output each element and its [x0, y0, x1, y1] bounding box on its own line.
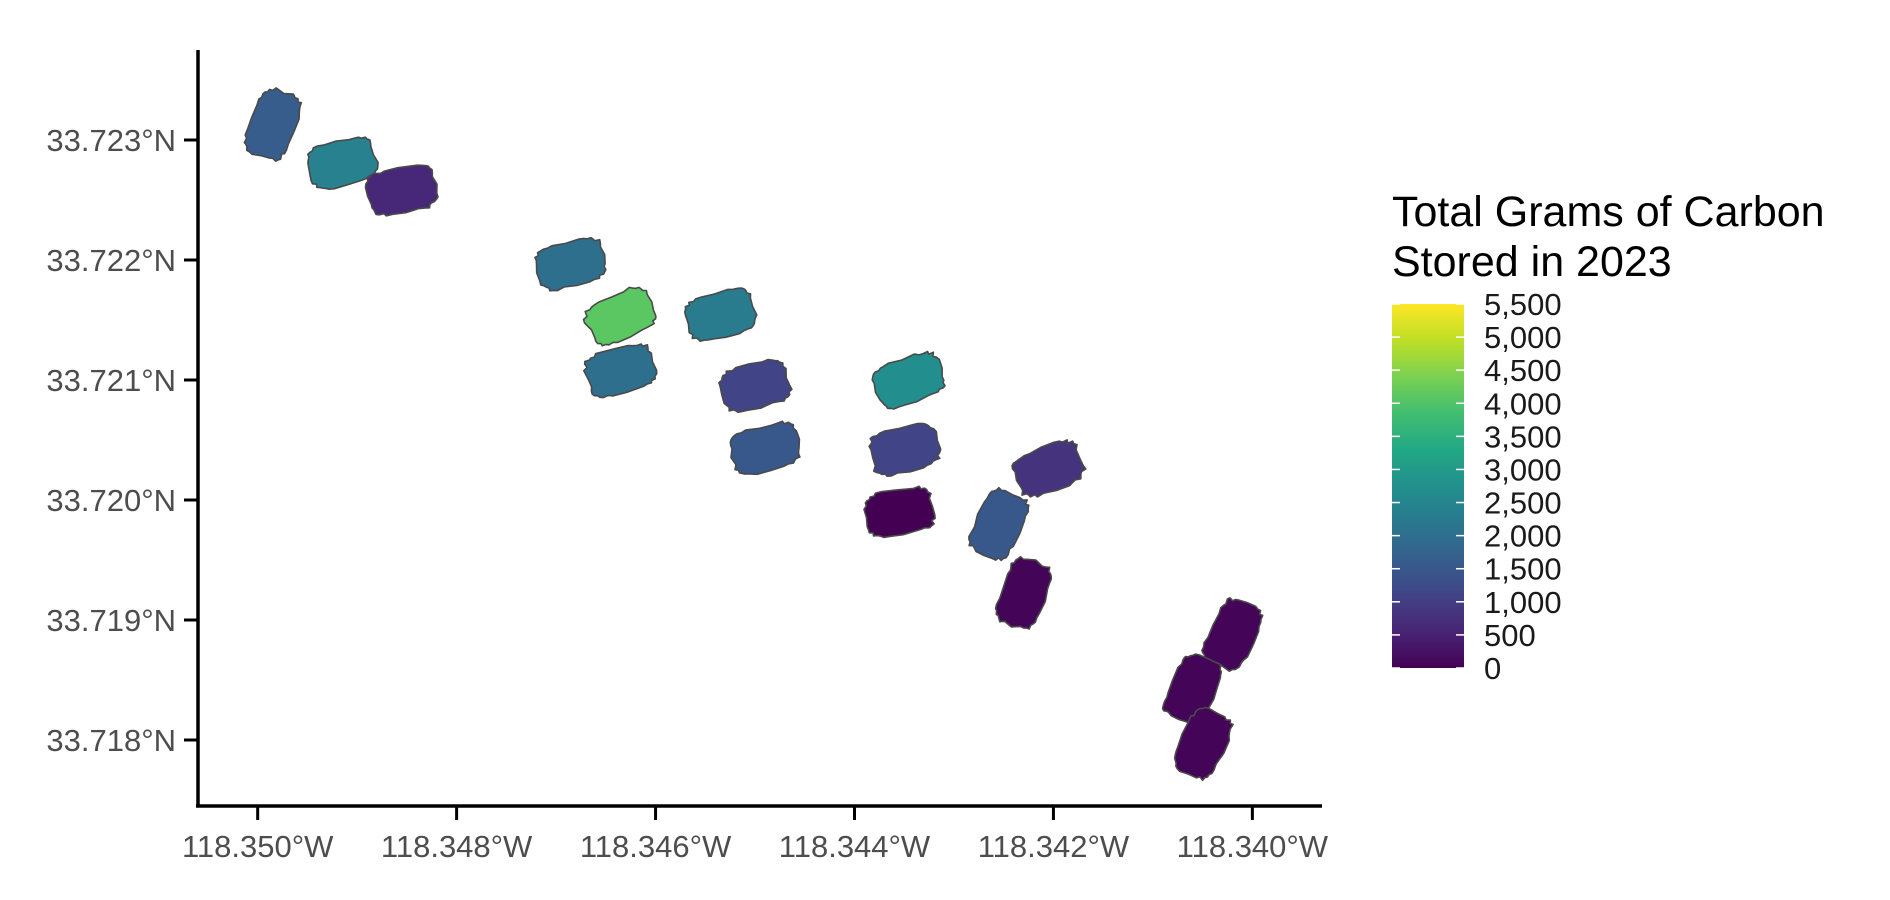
legend-tick-label: 5,500 — [1484, 287, 1562, 322]
x-tick-label: 118.350°W — [182, 829, 334, 864]
plot-polygon — [729, 420, 801, 476]
legend-tick-label: 2,500 — [1484, 486, 1562, 521]
y-tick-label: 33.722°N — [46, 243, 176, 278]
legend-tick-label: 0 — [1484, 651, 1501, 686]
map-axes: 118.350°W 118.348°W 118.346°W 118.344°W 118.… — [46, 50, 1329, 864]
legend-tick-label: 500 — [1484, 618, 1536, 653]
legend-title-line-2: Stored in 2023 — [1392, 238, 1672, 286]
x-tick-label: 118.348°W — [381, 829, 533, 864]
legend-tick-label: 4,000 — [1484, 386, 1562, 421]
legend-tick-label: 1,500 — [1484, 552, 1562, 587]
x-tick-label: 118.342°W — [978, 829, 1130, 864]
y-tick-label: 33.718°N — [46, 723, 176, 758]
plot-polygon — [243, 87, 303, 162]
x-tick-label: 118.346°W — [580, 829, 732, 864]
plot-polygon — [994, 555, 1053, 630]
plot-polygon — [868, 422, 942, 477]
legend-tick-label: 4,500 — [1484, 353, 1562, 388]
plot-polygon — [718, 358, 793, 414]
plot-polygon — [583, 343, 658, 399]
plot-polygon — [863, 485, 936, 539]
plot-polygon — [364, 164, 439, 217]
plot-polygon — [534, 236, 607, 292]
plot-polygon — [582, 286, 657, 347]
y-tick-label: 33.723°N — [46, 123, 176, 158]
plot-polygon — [968, 486, 1030, 562]
y-tick-label: 33.721°N — [46, 363, 176, 398]
legend-tick-label: 1,000 — [1484, 585, 1562, 620]
legend-colorbar — [1392, 304, 1464, 668]
x-tick-label: 118.344°W — [779, 829, 931, 864]
plot-polygon — [684, 287, 758, 342]
x-tick-label: 118.340°W — [1177, 829, 1329, 864]
legend-tick-label: 5,000 — [1484, 320, 1562, 355]
legend-tick-label: 2,000 — [1484, 519, 1562, 554]
plot-polygon — [871, 350, 946, 410]
legend-tick-label: 3,000 — [1484, 452, 1562, 487]
legend-title-line-1: Total Grams of Carbon — [1392, 188, 1825, 236]
plot-polygons — [243, 87, 1264, 782]
y-tick-label: 33.719°N — [46, 603, 176, 638]
plot-polygon — [1173, 706, 1234, 782]
plot-polygon — [1011, 439, 1087, 498]
legend-ticks: 5,5005,0004,5004,0003,5003,0002,5002,000… — [1392, 287, 1562, 686]
y-tick-label: 33.720°N — [46, 483, 176, 518]
legend: Total Grams of Carbon Stored in 2023 5,5… — [1392, 188, 1825, 686]
legend-tick-label: 3,500 — [1484, 419, 1562, 454]
